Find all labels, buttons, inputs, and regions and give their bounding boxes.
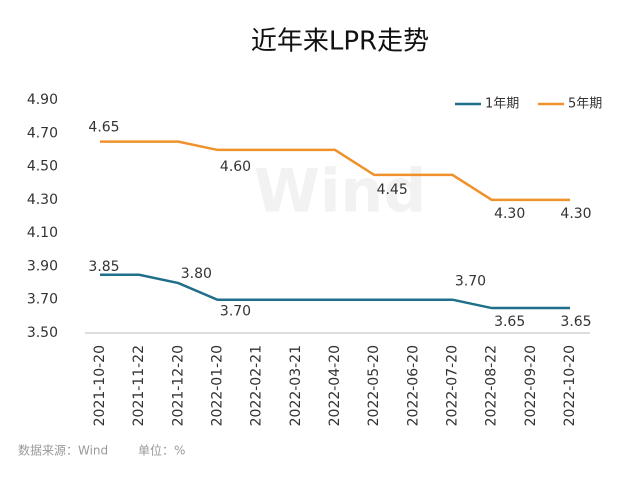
y-tick-label: 3.90 <box>27 258 58 274</box>
x-tick-label: 2022-02-21 <box>249 345 265 426</box>
y-tick-label: 4.50 <box>27 159 58 175</box>
x-tick-label: 2022-05-20 <box>366 345 382 426</box>
y-tick-label: 4.90 <box>27 92 58 108</box>
data-label: 3.65 <box>494 314 525 330</box>
data-label: 3.80 <box>181 266 212 282</box>
x-tick-label: 2022-01-20 <box>210 345 226 426</box>
watermark: Wind <box>254 157 426 227</box>
data-label: 4.45 <box>377 182 408 198</box>
source: 数据来源：Wind <box>18 443 108 458</box>
x-tick-label: 2022-04-20 <box>327 345 343 426</box>
y-tick-label: 3.70 <box>27 292 58 308</box>
y-tick-label: 3.50 <box>27 325 58 341</box>
series-line <box>100 140 570 202</box>
data-label: 4.65 <box>88 120 119 136</box>
chart-title: 近年来LPR走势 <box>251 27 429 57</box>
data-label: 4.30 <box>560 206 591 222</box>
legend-label: 1年期 <box>485 97 519 112</box>
data-label: 3.85 <box>88 259 119 275</box>
x-tick-label: 2022-08-22 <box>484 345 500 426</box>
data-label: 3.70 <box>455 274 486 290</box>
data-label: 3.65 <box>560 314 591 330</box>
unit: 单位：% <box>138 443 185 458</box>
data-label: 4.60 <box>220 159 251 175</box>
x-tick-label: 2022-10-20 <box>562 345 578 426</box>
data-label: 3.70 <box>220 304 251 320</box>
x-tick-label: 2021-11-22 <box>131 345 147 426</box>
y-tick-label: 4.70 <box>27 125 58 141</box>
x-tick-label: 2022-06-20 <box>405 345 421 426</box>
data-label: 4.30 <box>494 206 525 222</box>
x-tick-label: 2021-12-20 <box>170 345 186 426</box>
y-tick-label: 4.30 <box>27 192 58 208</box>
legend-label: 5年期 <box>568 97 602 112</box>
x-tick-label: 2022-07-20 <box>445 345 461 426</box>
series-line <box>100 273 570 310</box>
x-tick-label: 2022-09-20 <box>523 345 539 426</box>
x-tick-label: 2022-03-21 <box>288 345 304 426</box>
x-tick-label: 2021-10-20 <box>92 345 108 426</box>
y-tick-label: 4.10 <box>27 225 58 241</box>
